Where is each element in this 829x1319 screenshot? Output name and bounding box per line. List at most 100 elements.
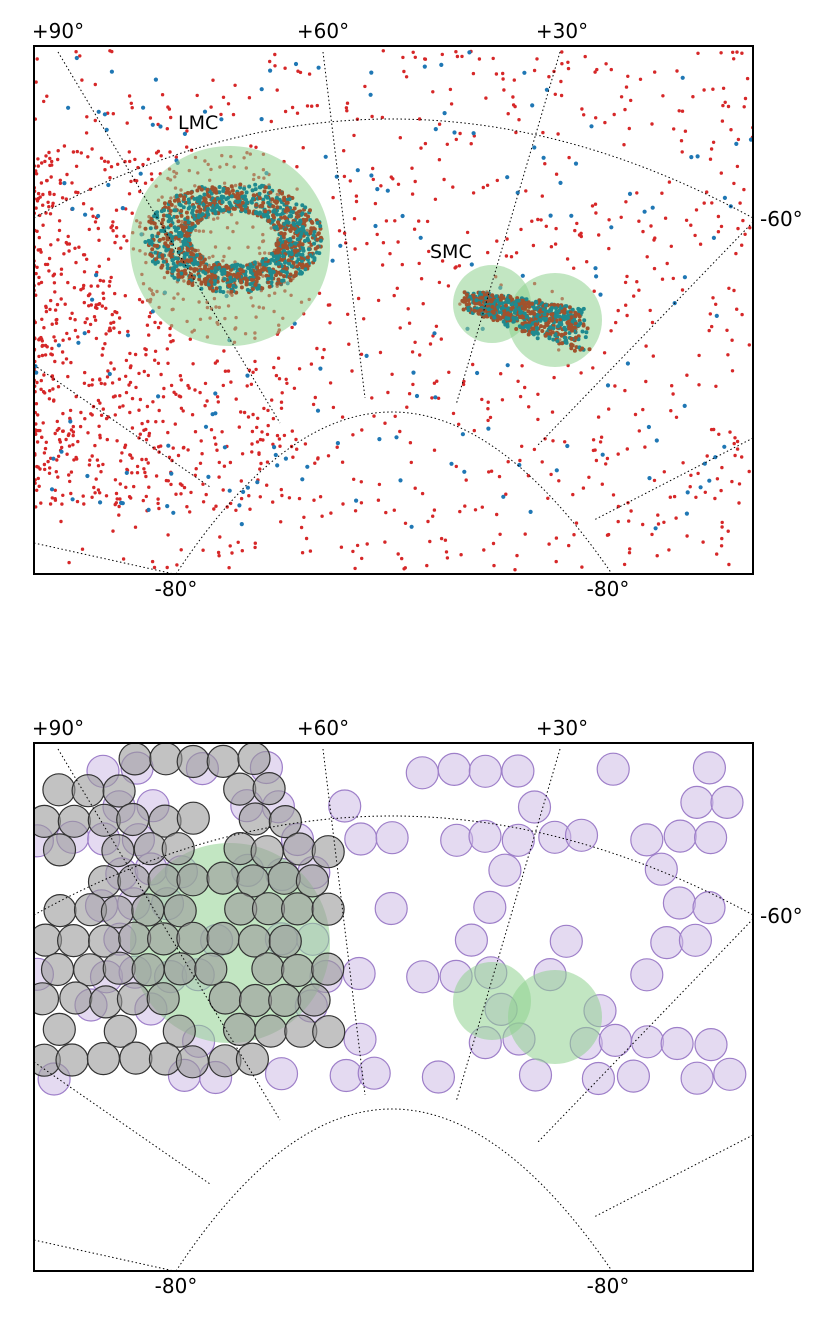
red-point	[277, 377, 282, 381]
purple-field	[264, 1057, 299, 1091]
red-point	[56, 157, 60, 162]
red-point	[459, 553, 463, 557]
red-point	[90, 147, 94, 151]
red-point	[514, 130, 518, 135]
lmc-point	[207, 274, 212, 279]
lmc-point	[229, 279, 234, 284]
red-point	[219, 112, 223, 117]
red-point	[728, 430, 732, 434]
lmc-point	[161, 259, 166, 264]
smc-point	[478, 308, 483, 313]
gray-field	[176, 744, 210, 779]
red-point	[144, 347, 148, 352]
red-point	[65, 331, 69, 336]
red-point	[360, 428, 364, 432]
red-point	[116, 162, 120, 166]
red-point	[427, 249, 431, 254]
red-point	[536, 392, 540, 396]
red-point	[583, 54, 587, 59]
purple-field	[468, 754, 502, 788]
lmc-point	[277, 188, 282, 193]
red-point	[71, 150, 76, 154]
blue-point	[83, 212, 88, 217]
red-point	[174, 155, 178, 159]
red-point	[69, 360, 73, 365]
smc-point	[580, 346, 585, 351]
gray-field	[101, 833, 135, 868]
lmc-point	[292, 206, 297, 211]
red-point	[720, 465, 724, 470]
red-point	[108, 328, 113, 333]
red-point	[95, 458, 100, 462]
lmc-point	[183, 225, 188, 230]
lmc-point	[189, 258, 193, 263]
red-point	[464, 478, 468, 482]
smc-point	[544, 317, 549, 321]
red-point	[190, 413, 195, 417]
red-point	[729, 128, 733, 132]
red-point	[383, 421, 387, 425]
blue-point	[166, 443, 171, 448]
smc-point	[585, 326, 590, 331]
lmc-point	[318, 224, 323, 229]
lmc-point	[185, 191, 190, 195]
red-point	[304, 536, 309, 541]
smc-point	[573, 314, 578, 319]
red-point	[437, 158, 442, 162]
purple-field	[375, 821, 409, 855]
blue-point	[76, 340, 81, 345]
red-point	[185, 129, 189, 133]
blue-point	[369, 70, 374, 75]
lmc-point	[239, 207, 244, 212]
blue-point	[695, 154, 700, 159]
red-point	[701, 540, 705, 544]
lmc-point	[254, 203, 259, 207]
red-point	[732, 181, 736, 186]
red-point	[130, 456, 134, 460]
red-point	[147, 485, 151, 489]
gray-field	[59, 981, 93, 1015]
blue-point	[293, 61, 299, 67]
red-point	[165, 565, 169, 570]
red-point	[73, 246, 77, 250]
red-point	[123, 294, 128, 298]
red-point	[643, 445, 647, 449]
purple-field	[342, 956, 376, 991]
smc-point	[485, 304, 490, 309]
red-point	[726, 104, 731, 109]
blue-point	[222, 445, 227, 450]
red-point	[42, 373, 46, 377]
red-point	[725, 328, 729, 332]
red-point	[295, 111, 300, 115]
smc-point	[517, 324, 522, 329]
red-point	[359, 480, 363, 484]
red-point	[683, 129, 688, 133]
red-point	[471, 191, 476, 195]
red-point	[705, 454, 709, 458]
red-point	[156, 361, 161, 365]
red-point	[93, 118, 98, 123]
blue-point	[400, 213, 405, 219]
red-point	[717, 432, 721, 436]
red-point	[494, 72, 499, 76]
red-point	[47, 397, 52, 401]
right-tick-label: -60°	[760, 904, 803, 928]
blue-point	[439, 62, 444, 67]
lmc-point	[176, 219, 181, 224]
lmc-point	[203, 271, 208, 276]
red-point	[432, 448, 437, 452]
lmc-point	[154, 225, 159, 230]
red-point	[611, 493, 616, 497]
lmc-point	[150, 233, 155, 238]
lmc-point	[289, 242, 293, 247]
smc-point	[486, 312, 491, 317]
red-point	[47, 205, 51, 209]
red-point	[82, 502, 86, 506]
red-point	[83, 417, 87, 421]
red-point	[280, 493, 284, 498]
smc-point	[501, 319, 506, 324]
red-point	[733, 453, 737, 458]
lmc-point	[308, 208, 312, 213]
blue-point	[467, 50, 472, 55]
red-point	[362, 317, 366, 321]
